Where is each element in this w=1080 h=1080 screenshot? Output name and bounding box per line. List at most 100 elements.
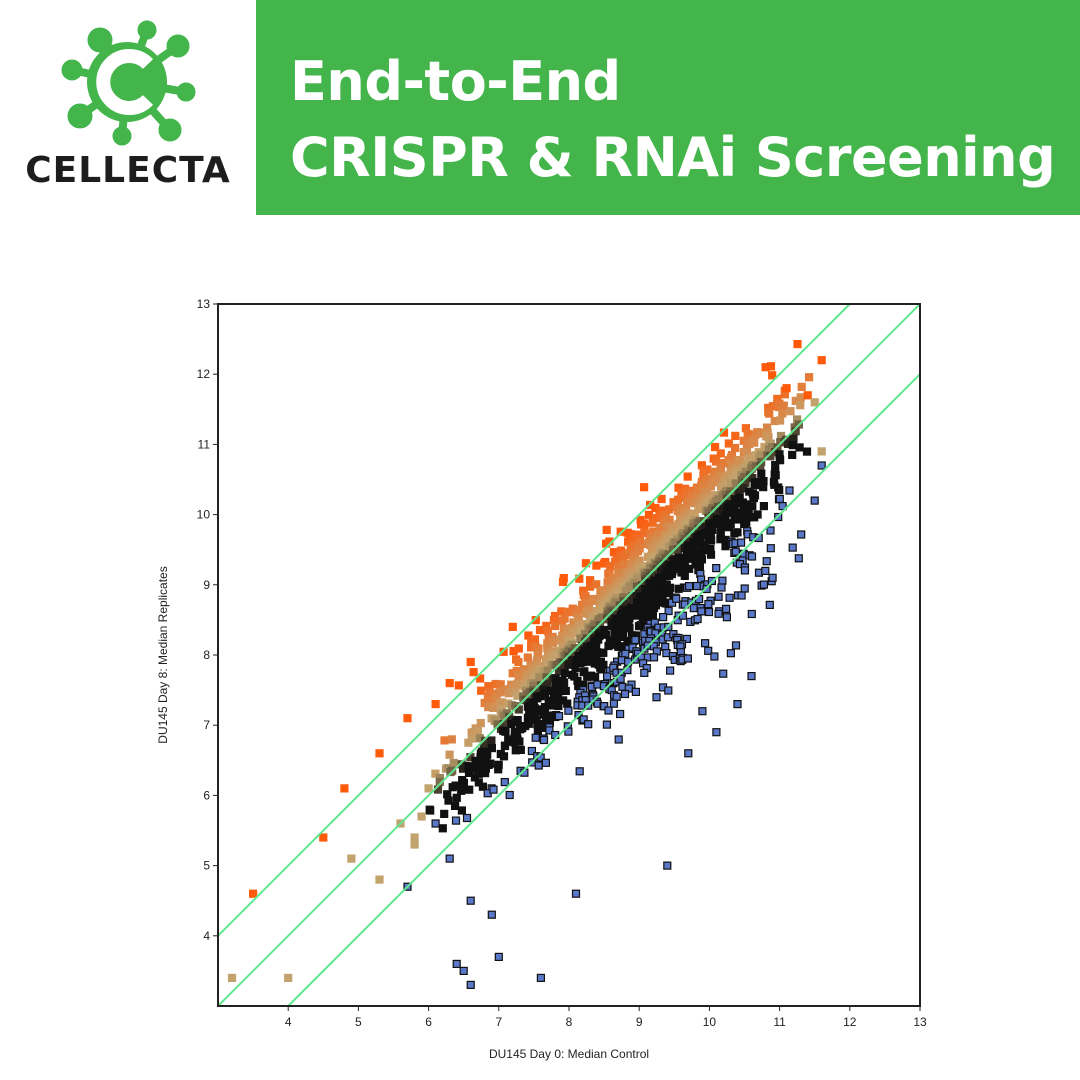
- y-tick-label: 5: [203, 859, 210, 873]
- data-point: [778, 409, 787, 418]
- data-point: [704, 646, 713, 655]
- data-point: [561, 686, 570, 696]
- data-point: [788, 441, 797, 450]
- data-point: [571, 663, 580, 673]
- data-point: [536, 973, 546, 983]
- x-tick-label: 6: [425, 1015, 432, 1029]
- data-point: [714, 592, 723, 601]
- data-point: [779, 401, 788, 410]
- data-point: [564, 706, 573, 715]
- data-point: [714, 609, 723, 618]
- data-point: [500, 777, 509, 787]
- data-point: [724, 523, 734, 532]
- data-point: [697, 607, 706, 616]
- data-point: [742, 518, 751, 527]
- data-point: [712, 728, 721, 737]
- data-point: [592, 561, 601, 570]
- data-point: [797, 382, 806, 391]
- data-point: [487, 736, 496, 745]
- data-point: [516, 745, 525, 755]
- data-point: [514, 644, 523, 653]
- data-point: [664, 606, 673, 616]
- data-point: [778, 502, 787, 511]
- data-point: [438, 824, 447, 833]
- data-point: [531, 733, 540, 742]
- data-point: [766, 544, 775, 553]
- data-point: [592, 580, 601, 589]
- data-point: [639, 483, 649, 492]
- data-point: [590, 672, 600, 681]
- data-point: [501, 727, 510, 736]
- x-tick-label: 10: [703, 1015, 717, 1029]
- data-point: [440, 809, 449, 819]
- data-point: [749, 493, 759, 503]
- data-point: [620, 689, 630, 699]
- data-point: [481, 768, 490, 778]
- data-point: [765, 409, 774, 418]
- data-point: [706, 536, 716, 545]
- data-point: [462, 813, 472, 823]
- data-point: [672, 594, 681, 603]
- data-point: [445, 750, 454, 759]
- data-point: [494, 765, 503, 774]
- data-point: [560, 614, 569, 623]
- data-point: [802, 447, 812, 456]
- data-point: [466, 896, 475, 905]
- data-point: [759, 483, 768, 492]
- brand-logo: CELLECTA: [0, 0, 256, 215]
- data-point: [477, 686, 486, 695]
- data-point: [768, 573, 777, 582]
- data-point: [731, 431, 740, 440]
- data-point: [665, 588, 674, 598]
- data-point: [609, 699, 619, 708]
- data-point: [563, 699, 572, 708]
- data-point: [515, 737, 524, 746]
- data-point: [803, 391, 812, 400]
- data-point: [452, 959, 461, 969]
- data-point: [581, 592, 590, 601]
- x-tick-label: 4: [285, 1015, 292, 1029]
- data-point: [410, 840, 419, 849]
- data-point: [551, 621, 560, 631]
- data-point: [410, 833, 419, 842]
- data-point: [721, 604, 731, 614]
- data-point: [733, 699, 742, 709]
- data-point: [712, 563, 721, 573]
- virus-c-logo-icon: [61, 20, 196, 146]
- data-point: [762, 557, 771, 566]
- reference-line: [217, 303, 921, 1007]
- banner-title-line-1: End-to-End: [290, 50, 621, 113]
- data-point: [474, 778, 483, 787]
- data-point: [319, 833, 328, 842]
- data-point: [545, 726, 554, 735]
- data-point: [817, 461, 826, 470]
- data-point: [786, 407, 795, 416]
- data-point: [682, 634, 692, 644]
- data-point: [753, 510, 762, 519]
- data-point: [726, 649, 736, 658]
- data-point: [797, 530, 806, 539]
- data-point: [658, 612, 668, 622]
- data-point: [757, 469, 766, 478]
- data-point: [747, 552, 757, 561]
- data-point: [614, 735, 623, 744]
- data-point: [765, 600, 774, 610]
- y-tick-label: 12: [197, 367, 211, 381]
- y-axis-ticks: 4 5 6 7 8 9 10 11 12 13: [197, 297, 218, 943]
- data-point: [597, 665, 606, 674]
- data-point: [473, 726, 482, 736]
- data-point: [447, 735, 456, 744]
- data-point: [766, 526, 775, 535]
- data-point: [795, 443, 804, 452]
- data-point: [487, 910, 496, 919]
- data-point: [761, 566, 770, 576]
- data-point: [640, 521, 649, 531]
- data-point: [775, 485, 784, 495]
- data-point: [740, 584, 749, 593]
- data-point: [648, 611, 658, 620]
- data-point: [810, 496, 819, 505]
- y-tick-label: 7: [203, 718, 210, 732]
- data-point: [466, 657, 475, 667]
- data-point: [616, 674, 625, 683]
